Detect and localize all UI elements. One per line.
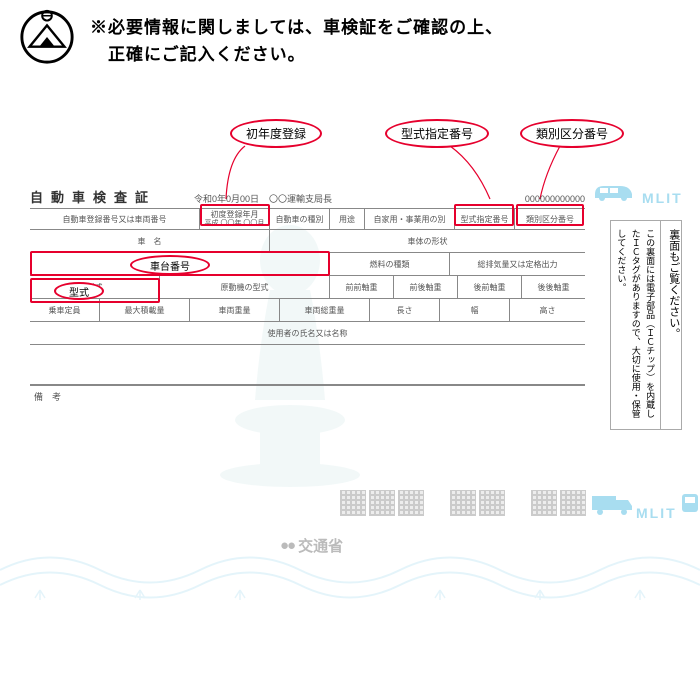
cell-hei: 高さ (510, 299, 585, 321)
waves-decoration (0, 540, 700, 600)
cell-weight: 車両重量 (190, 299, 280, 321)
cell-type-no: 型式指定番号 (455, 209, 515, 229)
cell-fw: 前前軸重 (330, 276, 394, 298)
form-office: 〇〇運輸支局長 (269, 192, 332, 205)
form-title: 自動車検査証 (30, 187, 156, 206)
side-note-col2: この裏面には電子部品（ＩＣチップ）を内蔵したＩＣタグがありますので、大切に使用・… (611, 221, 660, 429)
cell-car-type: 自動車の種別 (270, 209, 330, 229)
logo (18, 8, 76, 66)
cell-cap: 乗車定員 (30, 299, 100, 321)
cell-gross: 車両総重量 (280, 299, 370, 321)
cell-fr: 前後軸重 (394, 276, 458, 298)
ministry-label: ●● 交通省 (280, 535, 343, 556)
ministry-dots: ●● (280, 537, 294, 554)
cell-user: 使用者の氏名又は名称 (30, 322, 585, 344)
truck-icon (590, 490, 635, 518)
form-serial: 000000000000 (525, 194, 585, 204)
cell-body: 車体の形状 (270, 230, 585, 252)
side-note-col1: 裏面もご覧ください。 (660, 221, 685, 429)
cell-purpose: 用途 (330, 209, 365, 229)
cell-reg-no: 自動車登録番号又は車両番号 (30, 209, 200, 229)
callout-type-no: 型式指定番号 (385, 119, 489, 148)
instruction-line1: ※必要情報に関しましては、車検証をご確認の上、 (90, 14, 503, 41)
callout-cat-no: 類別区分番号 (520, 119, 624, 148)
cell-cat-no: 類別区分番号 (515, 209, 585, 229)
form-date: 令和0年0月00日 (194, 192, 259, 205)
cell-name: 車 名 (30, 230, 270, 252)
side-note: この裏面には電子部品（ＩＣチップ）を内蔵したＩＣタグがありますので、大切に使用・… (610, 220, 682, 430)
instruction-text: ※必要情報に関しましては、車検証をご確認の上、 正確にご記入ください。 (90, 14, 503, 68)
cell-fuel: 燃料の種類 (330, 253, 450, 275)
cell-chassis: 車台番号 (30, 253, 330, 275)
mlit-badge-top: MLIT (642, 190, 683, 206)
inspection-form: 自動車検査証 令和0年0月00日 〇〇運輸支局長 000000000000 自動… (30, 185, 585, 440)
cell-first-reg: 初度登録年月 (211, 211, 259, 220)
cell-engine: 原動機の型式 (160, 276, 330, 298)
ministry-text: 交通省 (298, 535, 343, 556)
cell-remarks: 備 考 (30, 385, 585, 440)
cell-disp: 総排気量又は定格出力 (450, 253, 585, 275)
cell-rr: 後後軸重 (522, 276, 585, 298)
instruction-line2: 正確にご記入ください。 (90, 41, 503, 68)
cell-wid: 幅 (440, 299, 510, 321)
cell-len: 長さ (370, 299, 440, 321)
qr-codes (340, 490, 586, 516)
car-icon (590, 178, 635, 204)
bus-icon (680, 490, 700, 518)
cell-model: 型式 (30, 276, 160, 298)
cell-load: 最大積載量 (100, 299, 190, 321)
cell-first-reg-val: 平成 〇〇年 〇〇月 (205, 220, 265, 228)
cell-private: 自家用・事業用の別 (365, 209, 455, 229)
cell-rw: 後前軸重 (458, 276, 522, 298)
callout-first-reg: 初年度登録 (230, 119, 322, 148)
mlit-badge-bottom: MLIT (636, 505, 677, 521)
